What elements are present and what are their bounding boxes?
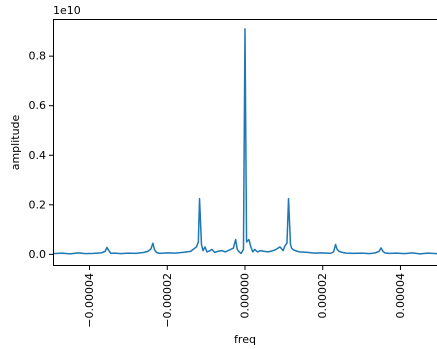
y-axis-offset-label: 1e10 xyxy=(53,4,81,17)
y-tick-label-4: 0.8 xyxy=(29,50,47,63)
y-tick-label-0: 0.0 xyxy=(29,248,47,261)
x-axis-ticks: −0.00004 −0.00002 0.00000 0.00002 0.00004 xyxy=(83,266,407,328)
x-axis-label: freq xyxy=(234,333,256,346)
series-layer xyxy=(53,28,437,255)
y-axis-label: amplitude xyxy=(9,114,22,170)
plot-area xyxy=(53,19,437,266)
x-tick-label-2: 0.00000 xyxy=(239,273,252,319)
x-tick-label-3: 0.00002 xyxy=(316,273,329,319)
y-axis-ticks: 0.0 0.2 0.4 0.6 0.8 xyxy=(29,50,53,261)
axes-frame xyxy=(53,19,437,266)
x-tick-label-4: 0.00004 xyxy=(394,273,407,319)
x-tick-label-1: −0.00002 xyxy=(161,273,174,328)
series-line-0 xyxy=(53,28,437,255)
x-tick-label-0: −0.00004 xyxy=(83,273,96,328)
y-tick-label-3: 0.6 xyxy=(29,99,47,112)
y-tick-label-2: 0.4 xyxy=(29,149,47,162)
y-tick-label-1: 0.2 xyxy=(29,198,47,211)
